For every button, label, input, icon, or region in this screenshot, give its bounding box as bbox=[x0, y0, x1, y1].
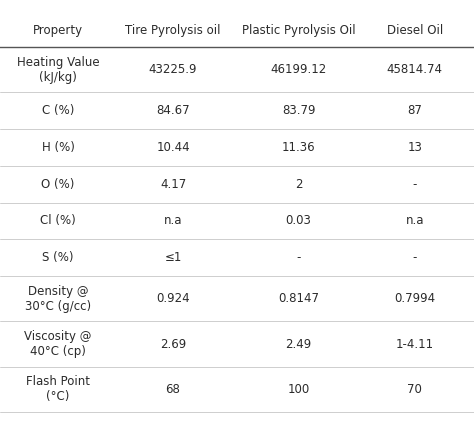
Text: O (%): O (%) bbox=[41, 178, 75, 191]
Text: 43225.9: 43225.9 bbox=[149, 63, 197, 76]
Text: Diesel Oil: Diesel Oil bbox=[387, 24, 443, 37]
Text: -: - bbox=[412, 178, 417, 191]
Text: Tire Pyrolysis oil: Tire Pyrolysis oil bbox=[125, 24, 221, 37]
Text: -: - bbox=[296, 251, 301, 264]
Text: 1-4.11: 1-4.11 bbox=[396, 337, 434, 351]
Text: 45814.74: 45814.74 bbox=[387, 63, 443, 76]
Text: 68: 68 bbox=[165, 383, 181, 396]
Text: 84.67: 84.67 bbox=[156, 104, 190, 118]
Text: 0.924: 0.924 bbox=[156, 292, 190, 305]
Text: ≤1: ≤1 bbox=[164, 251, 182, 264]
Text: Flash Point
(°C): Flash Point (°C) bbox=[26, 375, 90, 403]
Text: 83.79: 83.79 bbox=[282, 104, 315, 118]
Text: 0.7994: 0.7994 bbox=[394, 292, 435, 305]
Text: 0.03: 0.03 bbox=[286, 214, 311, 228]
Text: -: - bbox=[412, 251, 417, 264]
Text: 13: 13 bbox=[407, 141, 422, 154]
Text: Property: Property bbox=[33, 24, 83, 37]
Text: 4.17: 4.17 bbox=[160, 178, 186, 191]
Text: Viscosity @
40°C (cp): Viscosity @ 40°C (cp) bbox=[24, 330, 92, 358]
Text: Cl (%): Cl (%) bbox=[40, 214, 76, 228]
Text: 2: 2 bbox=[295, 178, 302, 191]
Text: 0.8147: 0.8147 bbox=[278, 292, 319, 305]
Text: Heating Value
(kJ/kg): Heating Value (kJ/kg) bbox=[17, 56, 100, 84]
Text: 11.36: 11.36 bbox=[282, 141, 315, 154]
Text: 70: 70 bbox=[407, 383, 422, 396]
Text: 10.44: 10.44 bbox=[156, 141, 190, 154]
Text: H (%): H (%) bbox=[42, 141, 74, 154]
Text: 87: 87 bbox=[407, 104, 422, 118]
Text: S (%): S (%) bbox=[42, 251, 74, 264]
Text: 46199.12: 46199.12 bbox=[271, 63, 327, 76]
Text: n.a: n.a bbox=[405, 214, 424, 228]
Text: 2.49: 2.49 bbox=[285, 337, 312, 351]
Text: C (%): C (%) bbox=[42, 104, 74, 118]
Text: 2.69: 2.69 bbox=[160, 337, 186, 351]
Text: 100: 100 bbox=[288, 383, 310, 396]
Text: Density @
30°C (g/cc): Density @ 30°C (g/cc) bbox=[25, 285, 91, 313]
Text: Plastic Pyrolysis Oil: Plastic Pyrolysis Oil bbox=[242, 24, 356, 37]
Text: n.a: n.a bbox=[164, 214, 182, 228]
